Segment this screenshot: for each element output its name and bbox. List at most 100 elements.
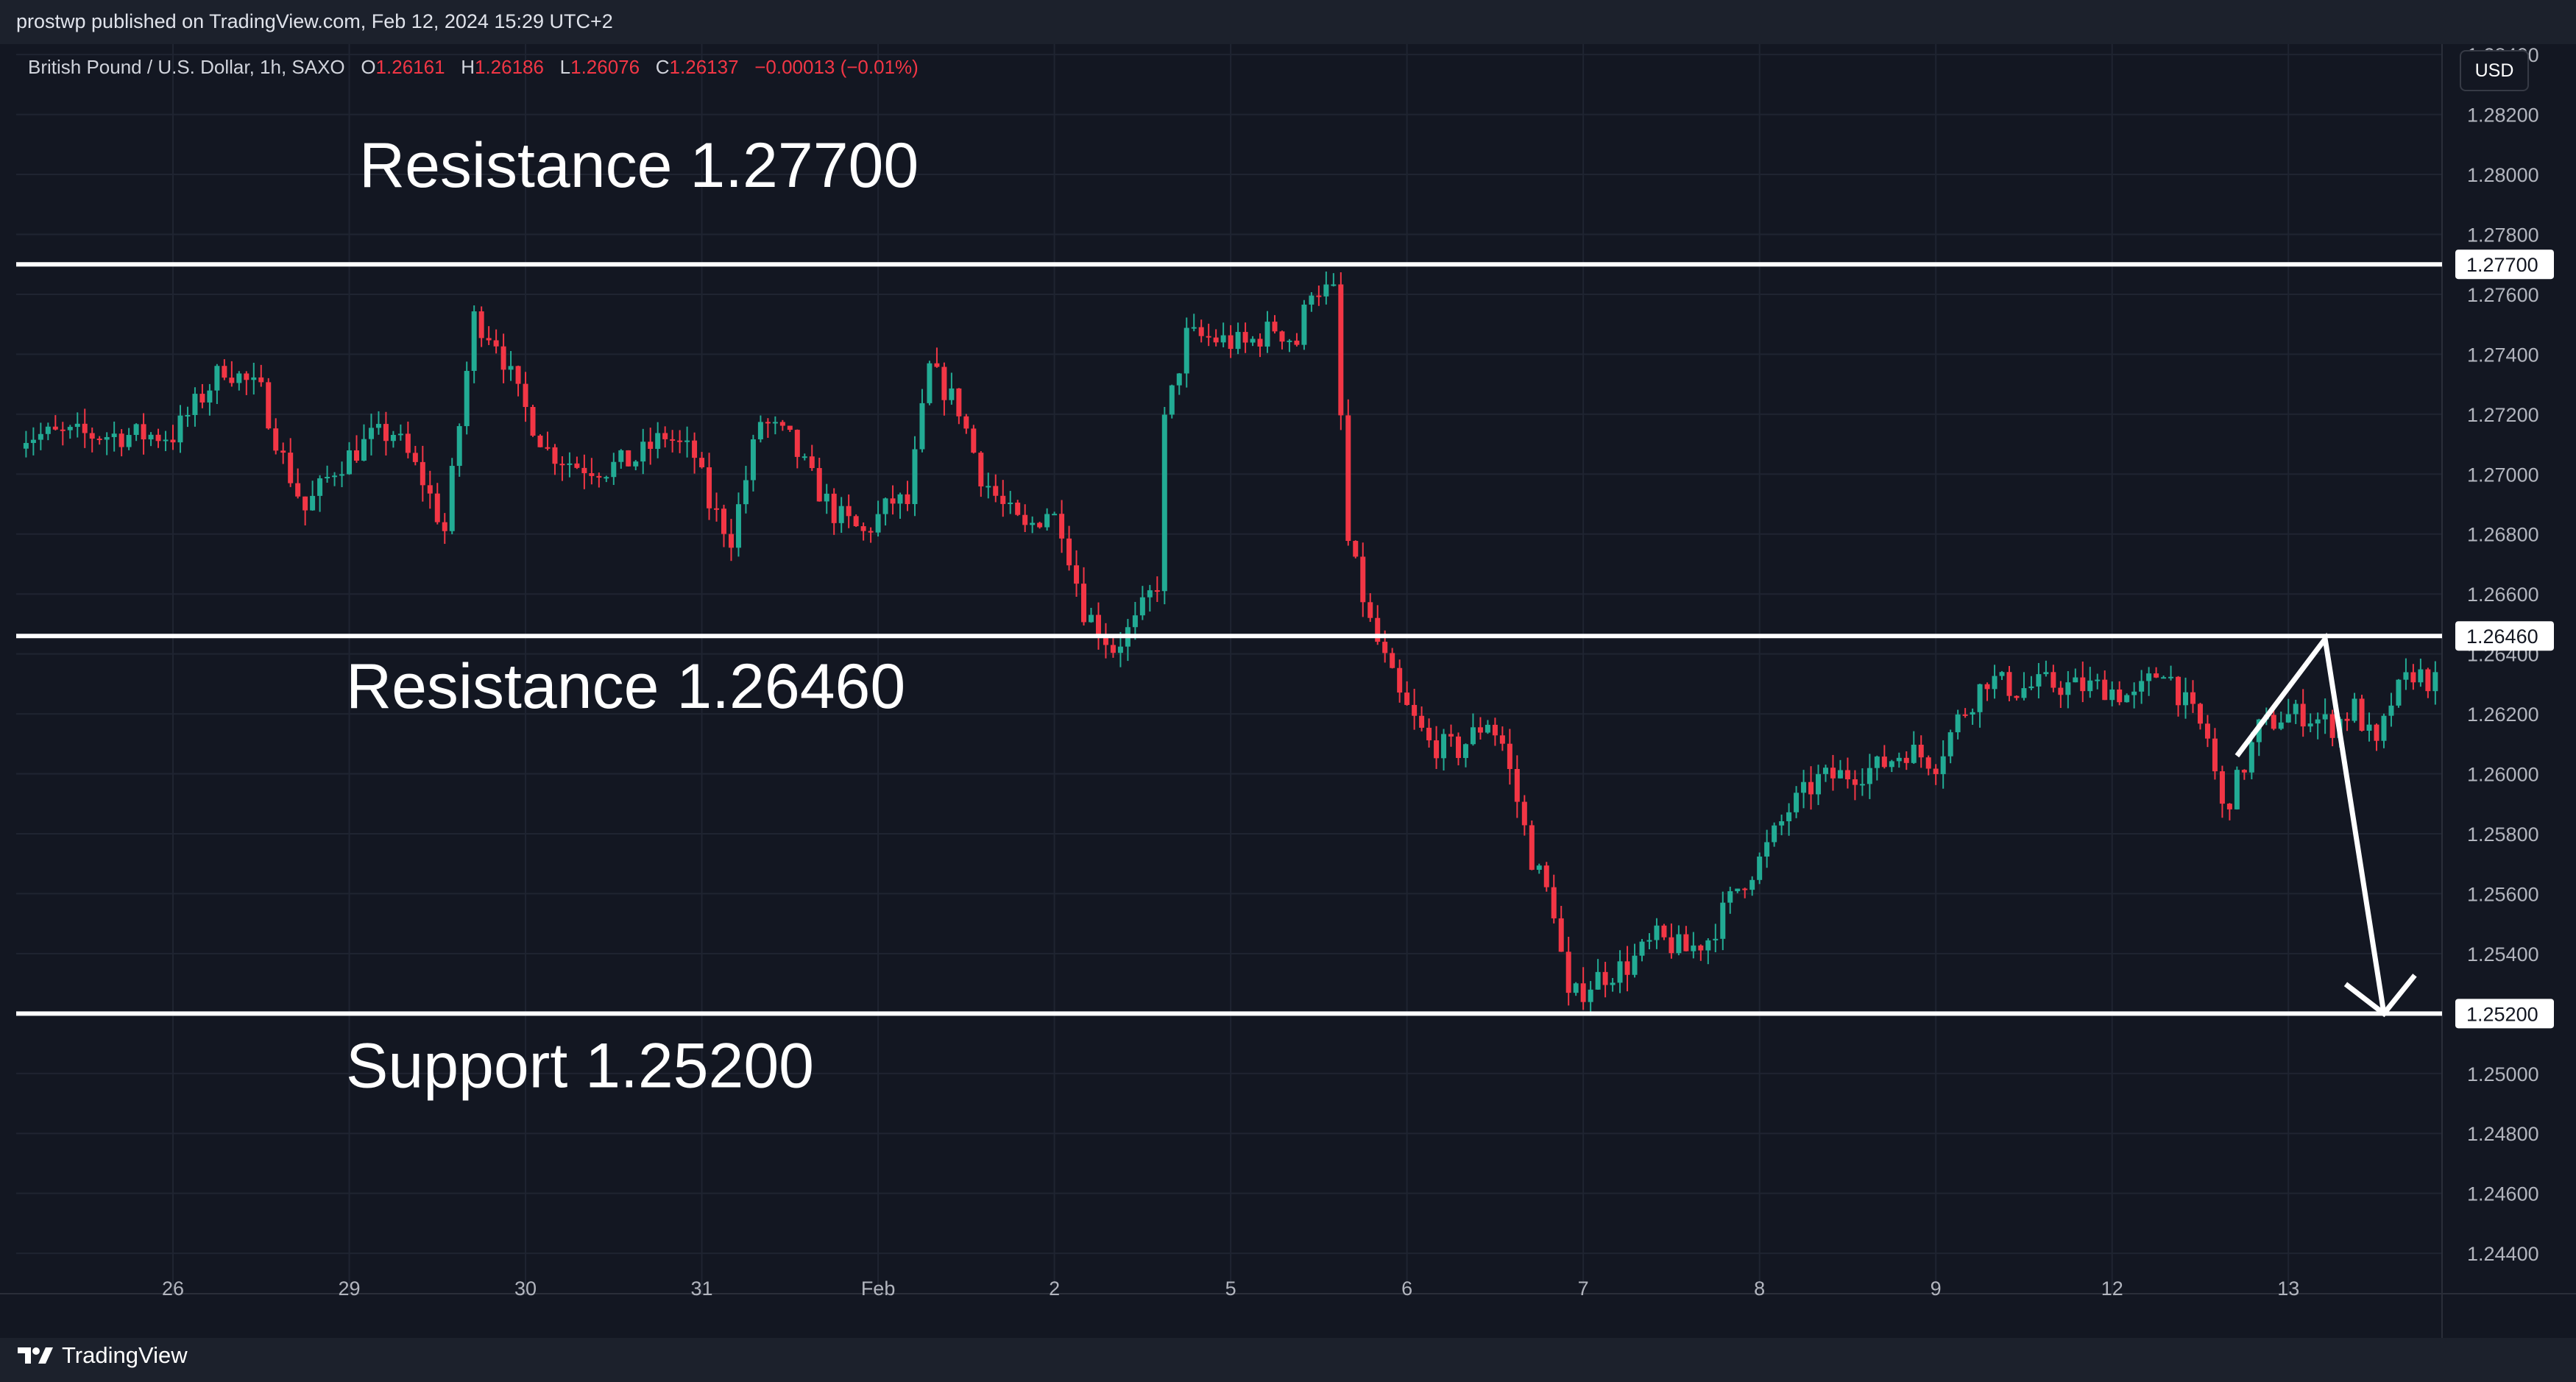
high-label: H bbox=[461, 56, 475, 78]
price-tick-label: 1.24600 bbox=[2467, 1183, 2539, 1205]
candle-body bbox=[1331, 284, 1337, 286]
time-axis[interactable]: 26 29 30 31 Feb 2 5 6 7 8 9 12 13 bbox=[162, 1278, 2299, 1300]
level-price-tag[interactable] bbox=[2455, 999, 2554, 1029]
candle-body bbox=[523, 383, 528, 408]
candle-body bbox=[1808, 782, 1814, 795]
candle-body bbox=[1889, 761, 1894, 768]
candle-body bbox=[2226, 804, 2232, 809]
candle-body bbox=[986, 486, 991, 488]
horizontal-levels[interactable]: Resistance 1.27700 Resistance 1.26460 Supp… bbox=[16, 130, 2442, 1101]
candle-body bbox=[236, 373, 242, 383]
candle-body bbox=[707, 467, 712, 508]
candle-body bbox=[1676, 934, 1682, 954]
candle-body bbox=[199, 394, 205, 403]
candle-body bbox=[1015, 503, 1021, 515]
time-tick-label: 30 bbox=[514, 1278, 537, 1300]
candle-body bbox=[1316, 295, 1322, 297]
candle-body bbox=[427, 485, 433, 494]
price-tick-label: 1.27000 bbox=[2467, 464, 2539, 486]
candle-body bbox=[148, 434, 154, 440]
candle-body bbox=[1367, 602, 1373, 618]
candle-body bbox=[1309, 295, 1314, 305]
footer-bar bbox=[0, 1338, 2576, 1382]
price-chart[interactable]: Resistance 1.27700 Resistance 1.26460 Supp… bbox=[0, 44, 2576, 1338]
candle-body bbox=[1419, 715, 1425, 728]
candle-body bbox=[397, 433, 403, 436]
time-tick-label: 9 bbox=[1931, 1278, 1942, 1300]
candle-body bbox=[1074, 565, 1080, 584]
candle-body bbox=[1588, 989, 1593, 1002]
close-value: 1.26137 bbox=[669, 56, 739, 78]
price-tick-label: 1.26000 bbox=[2467, 764, 2539, 786]
candle-body bbox=[288, 453, 294, 483]
candle-body bbox=[1228, 335, 1234, 350]
candle-body bbox=[1242, 332, 1248, 343]
candle-body bbox=[45, 426, 51, 434]
candle-body bbox=[1103, 637, 1108, 645]
candle-body bbox=[30, 439, 36, 443]
candle-body bbox=[295, 483, 301, 497]
candle-body bbox=[1852, 779, 1858, 785]
candle-body bbox=[1720, 902, 1726, 939]
level-price-tag[interactable] bbox=[2455, 621, 2554, 651]
candle-body bbox=[1235, 332, 1241, 350]
candle-body bbox=[1272, 322, 1278, 332]
candle-body bbox=[1624, 961, 1630, 975]
projection-path bbox=[2234, 632, 2387, 1014]
chart-area[interactable]: Resistance 1.27700 Resistance 1.26460 Supp… bbox=[0, 44, 2576, 1338]
candle-body bbox=[375, 424, 381, 428]
candle-body bbox=[273, 428, 279, 451]
candle-body bbox=[1617, 961, 1623, 983]
low-value: 1.26076 bbox=[570, 56, 640, 78]
candle-body bbox=[456, 426, 462, 467]
candle-body bbox=[2014, 695, 2020, 698]
candle-body bbox=[2285, 714, 2291, 723]
time-tick-label: 5 bbox=[1225, 1278, 1236, 1300]
time-tick-label: 29 bbox=[338, 1278, 360, 1300]
price-axis[interactable]: 1.284001.282001.280001.278001.276001.274… bbox=[2455, 44, 2554, 1265]
price-tick-label: 1.25600 bbox=[2467, 883, 2539, 905]
candle-body bbox=[912, 449, 918, 504]
candle-body bbox=[897, 494, 903, 504]
candle-body bbox=[2219, 771, 2225, 804]
candle-body bbox=[949, 388, 955, 400]
candle-body bbox=[2065, 682, 2071, 695]
candle-body bbox=[868, 531, 874, 533]
candle-body bbox=[765, 422, 771, 424]
candle-body bbox=[1492, 724, 1498, 736]
candle-body bbox=[1859, 784, 1865, 786]
candle-body bbox=[2322, 714, 2328, 720]
candle-body bbox=[1551, 887, 1557, 918]
candle-body bbox=[60, 429, 66, 431]
candle-body bbox=[1382, 642, 1388, 653]
level-price-tag[interactable] bbox=[2455, 249, 2554, 280]
candle-body bbox=[317, 478, 323, 496]
candle-body bbox=[155, 434, 161, 442]
candle-body bbox=[1397, 667, 1403, 693]
currency-button[interactable]: USD bbox=[2460, 50, 2529, 91]
candle-body bbox=[508, 366, 514, 370]
publisher-text: prostwp published on TradingView.com, Fe… bbox=[16, 10, 613, 32]
candle-body bbox=[640, 442, 646, 462]
candle-body bbox=[1294, 340, 1300, 345]
candle-body bbox=[2183, 692, 2189, 706]
candle-body bbox=[141, 424, 146, 440]
candle-body bbox=[735, 504, 741, 548]
close-label: C bbox=[655, 56, 670, 78]
tradingview-logo[interactable]: TradingView bbox=[16, 1341, 188, 1370]
candle-body bbox=[714, 508, 720, 510]
candle-body bbox=[589, 472, 595, 476]
time-tick-label: 13 bbox=[2277, 1278, 2299, 1300]
candle-body bbox=[890, 498, 896, 504]
candle-body bbox=[2425, 669, 2431, 692]
candle-body bbox=[2080, 677, 2086, 692]
candle-body bbox=[1059, 514, 1065, 539]
candle-body bbox=[383, 424, 389, 442]
candle-body bbox=[1896, 757, 1902, 762]
candle-body bbox=[905, 494, 910, 504]
candles bbox=[23, 271, 2438, 1016]
candle-body bbox=[1772, 825, 1777, 843]
candle-body bbox=[2432, 672, 2438, 692]
candle-body bbox=[2146, 673, 2152, 681]
candle-body bbox=[420, 461, 425, 486]
